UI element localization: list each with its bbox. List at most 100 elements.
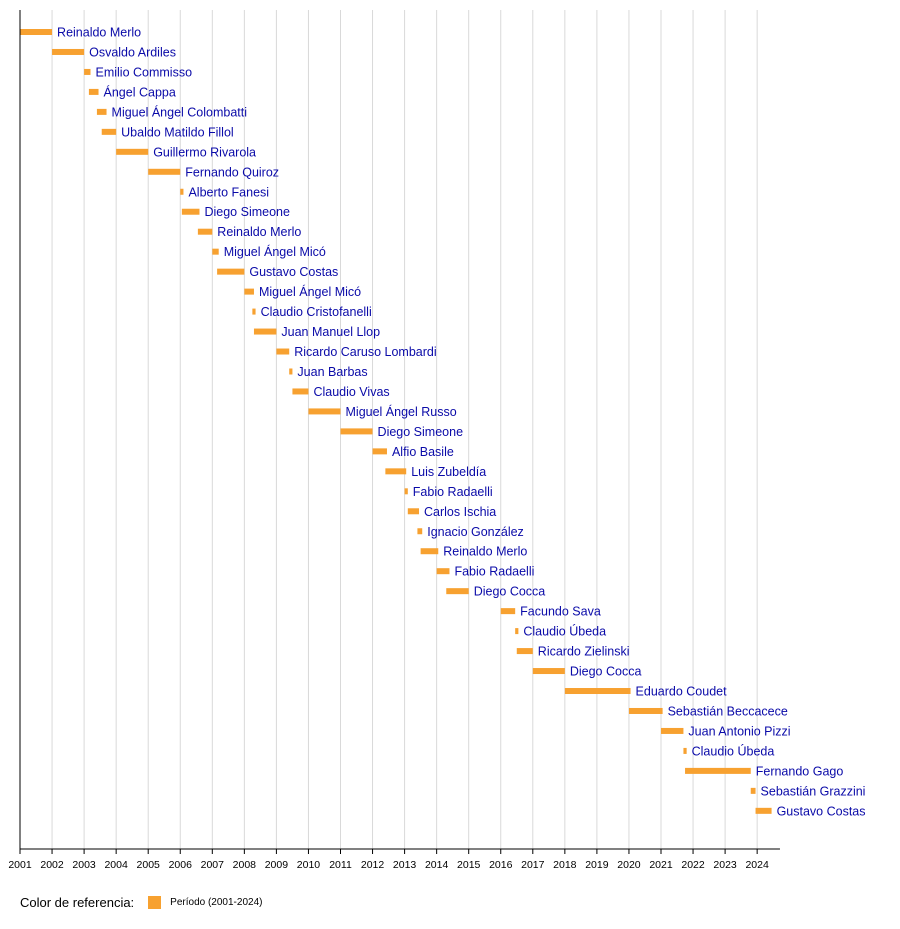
bar-label: Luis Zubeldía <box>411 465 486 479</box>
legend: Color de referencia: Período (2001-2024) <box>20 895 262 910</box>
bar <box>181 208 200 215</box>
tick-label: 2016 <box>489 859 513 871</box>
bar-label: Ubaldo Matildo Fillol <box>121 125 234 139</box>
bar <box>289 368 293 375</box>
bar <box>446 588 469 595</box>
bar-label: Reinaldo Merlo <box>443 545 527 559</box>
bar-label: Sebastián Grazzini <box>761 784 866 798</box>
bar-label: Claudio Cristofanelli <box>261 305 372 319</box>
bar-label: Diego Cocca <box>570 665 642 679</box>
tick-label: 2017 <box>521 859 545 871</box>
legend-swatch <box>148 896 162 909</box>
tick-label: 2015 <box>457 859 481 871</box>
legend-title: Color de referencia: <box>20 895 135 910</box>
bar <box>101 128 117 135</box>
bar <box>197 228 213 235</box>
bar-label: Eduardo Coudet <box>636 685 728 699</box>
bar-label: Miguel Ángel Micó <box>224 244 326 259</box>
bar <box>683 747 687 754</box>
bar <box>84 68 91 75</box>
bar <box>308 408 341 415</box>
bar <box>515 628 519 635</box>
bar-label: Reinaldo Merlo <box>217 225 301 239</box>
tick-label: 2012 <box>361 859 385 871</box>
tick-label: 2003 <box>72 859 96 871</box>
bar <box>244 288 254 295</box>
bar <box>212 248 219 255</box>
bar <box>52 48 85 55</box>
bar <box>217 268 245 275</box>
bar-label: Fernando Gago <box>756 764 844 778</box>
bar <box>116 148 149 155</box>
tick-label: 2022 <box>681 859 705 871</box>
bar-label: Alberto Fanesi <box>188 185 269 199</box>
gridlines <box>51 10 758 849</box>
tick-label: 2020 <box>617 859 641 871</box>
bar <box>516 648 533 655</box>
bar <box>88 88 99 95</box>
bar-label: Fernando Quiroz <box>185 165 279 179</box>
bar <box>252 308 256 315</box>
tick-label: 2023 <box>713 859 737 871</box>
bar-label: Diego Simeone <box>378 425 464 439</box>
bar <box>20 29 53 35</box>
bar-label: Diego Simeone <box>204 205 290 219</box>
tick-label: 2007 <box>201 859 225 871</box>
bar <box>417 528 423 535</box>
bar-label: Miguel Ángel Colombatti <box>112 104 248 119</box>
bar-label: Osvaldo Ardiles <box>89 45 176 59</box>
tick-label: 2008 <box>233 859 257 871</box>
bar-label: Diego Cocca <box>474 585 546 599</box>
bar-label: Miguel Ángel Micó <box>259 284 361 299</box>
bar <box>420 548 439 555</box>
bar-label: Juan Antonio Pizzi <box>688 724 790 738</box>
tick-label: 2019 <box>585 859 609 871</box>
bar <box>404 488 408 495</box>
bar <box>96 108 107 115</box>
bar <box>436 568 450 575</box>
tick-label: 2013 <box>393 859 417 871</box>
bar-label: Sebastián Beccacece <box>668 704 788 718</box>
bar <box>372 448 387 455</box>
bar-label: Ignacio González <box>427 525 524 539</box>
tick-label: 2004 <box>104 859 128 871</box>
tick-label: 2006 <box>169 859 193 871</box>
bar-label: Claudio Úbeda <box>692 743 775 758</box>
bar-label: Miguel Ángel Russo <box>346 404 457 419</box>
bar <box>685 767 751 774</box>
tick-label: 2001 <box>8 859 32 871</box>
bar <box>407 508 420 515</box>
x-axis: 2001 2002 2003 2004 2005 2006 2007 2008 2009 2010… <box>8 10 780 871</box>
tick-label: 2009 <box>265 859 289 871</box>
tick-label: 2021 <box>649 859 673 871</box>
tick-label: 2014 <box>425 859 449 871</box>
bar <box>148 168 181 175</box>
bar-label: Ricardo Caruso Lombardi <box>294 345 436 359</box>
bar <box>750 787 756 794</box>
bar-label: Claudio Vivas <box>313 385 389 399</box>
bar-label: Gustavo Costas <box>249 265 338 279</box>
bar-label: Facundo Sava <box>520 605 601 619</box>
bar-label: Emilio Commisso <box>96 65 193 79</box>
bar-label: Alfio Basile <box>392 445 454 459</box>
bar-label: Reinaldo Merlo <box>57 26 141 40</box>
tick-label: 2011 <box>329 859 352 871</box>
bar <box>340 428 373 435</box>
bar <box>180 188 184 195</box>
bar <box>253 328 277 335</box>
bar <box>661 727 684 734</box>
bar <box>500 608 516 615</box>
bar-label: Guillermo Rivarola <box>153 145 256 159</box>
tick-label: 2002 <box>40 859 64 871</box>
bar-label: Ricardo Zielinski <box>538 645 630 659</box>
timeline-chart: Reinaldo Merlo Osvaldo Ardiles Emilio Comm… <box>8 10 866 871</box>
bar <box>564 688 631 695</box>
legend-item-label: Período (2001-2024) <box>170 897 263 908</box>
bar-label: Ángel Cappa <box>104 84 176 99</box>
bar-label: Carlos Ischia <box>424 505 496 519</box>
tick-label: 2010 <box>297 859 321 871</box>
bar <box>755 807 772 814</box>
bar <box>385 468 407 475</box>
bar <box>276 348 290 355</box>
bar-label: Fabio Radaelli <box>454 565 534 579</box>
